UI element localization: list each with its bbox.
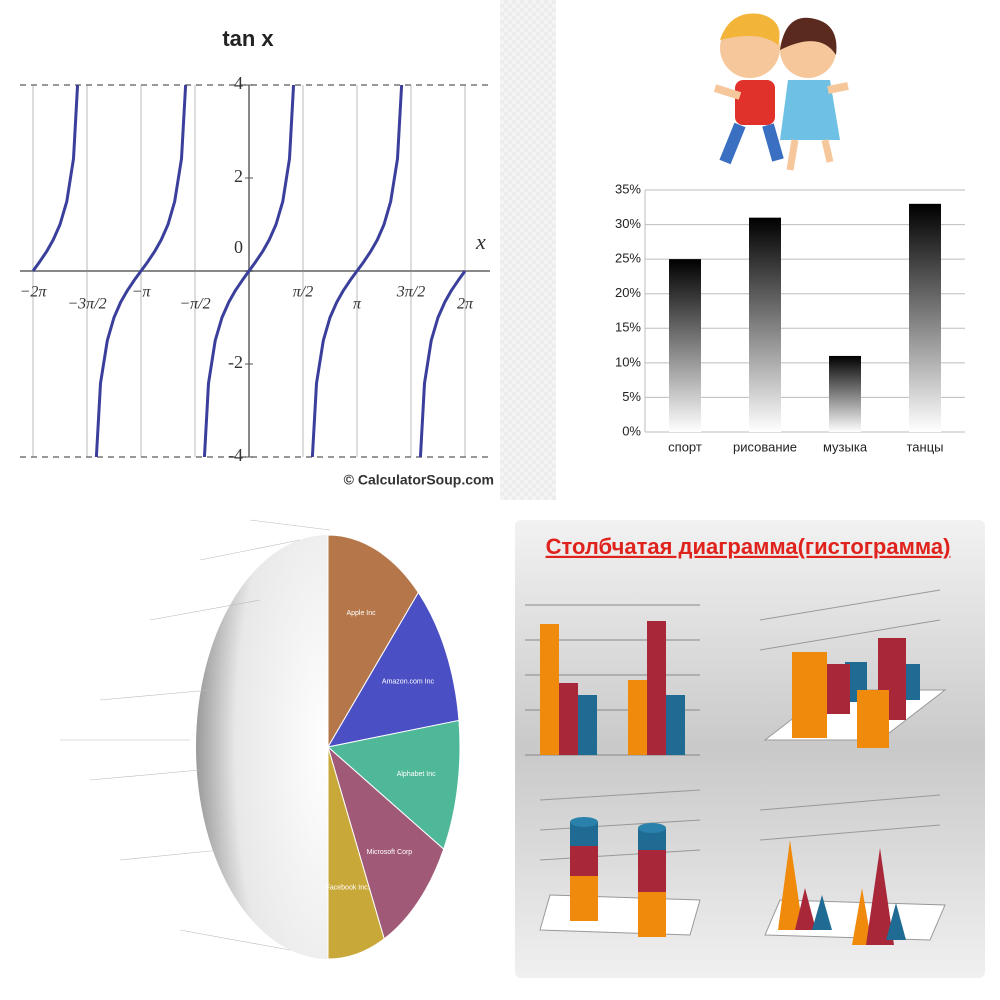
illustration-title: Столбчатая диаграмма(гистограмма)	[546, 534, 951, 559]
y-tick-label: 4	[234, 73, 243, 93]
credit: © CalculatorSoup.com	[344, 472, 494, 488]
pie-slice	[327, 591, 460, 748]
x-tick-label: π	[353, 296, 362, 313]
bar	[749, 217, 781, 432]
x-tick-label: π/2	[293, 284, 313, 301]
x-axis-label: x	[475, 229, 486, 254]
pie-slice	[327, 534, 419, 749]
x-tick-label: −2π	[20, 284, 48, 301]
y-tick-label: -4	[228, 445, 243, 465]
illustration-drawings	[525, 589, 947, 945]
illustration-panel	[515, 520, 985, 978]
bar	[669, 259, 701, 432]
x-tick-label: −π	[132, 284, 152, 301]
y-tick-label: 0%	[622, 423, 641, 438]
pie-other-slices	[196, 535, 328, 959]
background-pattern	[500, 0, 556, 500]
pie-slice	[326, 719, 461, 851]
x-tick-label: танцы	[906, 439, 943, 454]
leader-lines	[60, 519, 331, 951]
y-tick-label: 30%	[615, 216, 641, 231]
x-tick-label: 2π	[457, 296, 474, 313]
x-tick-label: спорт	[668, 439, 702, 454]
slice-label: Microsoft Corp	[367, 849, 413, 856]
x-tick-label: −π/2	[179, 296, 210, 313]
y-tick-label: 35%	[615, 181, 641, 196]
y-tick-label: 15%	[615, 320, 641, 335]
x-tick-label: 3π/2	[396, 284, 425, 301]
children-illustration	[713, 13, 849, 171]
slice-label: Facebook Inc.	[326, 885, 370, 892]
bar	[829, 355, 861, 432]
y-tick-label: 5%	[622, 389, 641, 404]
y-tick-label: 0	[234, 237, 243, 257]
pie-slice	[327, 745, 445, 940]
y-tick-label: 20%	[615, 285, 641, 300]
slice-label: Alphabet Inc	[397, 771, 436, 778]
y-tick-label: -2	[228, 352, 243, 372]
line-series	[31, 85, 467, 457]
pie-slice	[327, 746, 385, 960]
plot-area	[31, 85, 467, 457]
bar	[909, 203, 941, 432]
x-tick-label: −3π/2	[67, 296, 106, 313]
slice-label: Apple Inc	[346, 610, 376, 617]
chart-title: tan x	[222, 26, 274, 51]
x-tick-label: рисование	[733, 439, 797, 454]
slice-label: Amazon.com Inc	[382, 678, 435, 685]
x-tick-label: музыка	[823, 439, 868, 454]
y-tick-label: 10%	[615, 354, 641, 369]
y-tick-label: 2	[234, 166, 243, 186]
y-tick-label: 25%	[615, 251, 641, 266]
